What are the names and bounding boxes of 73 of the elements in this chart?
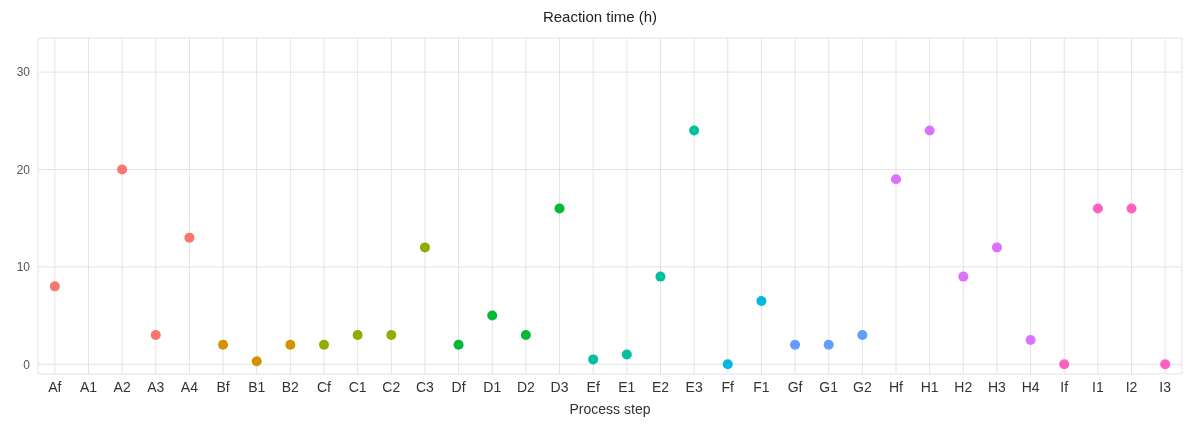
point bbox=[1092, 203, 1103, 214]
point bbox=[218, 339, 229, 350]
x-tick-label: G2 bbox=[853, 378, 872, 395]
x-tick-label: Hf bbox=[889, 378, 904, 395]
point bbox=[689, 125, 700, 136]
point bbox=[790, 339, 801, 350]
point bbox=[117, 164, 128, 175]
point bbox=[352, 330, 363, 341]
y-tick-label: 10 bbox=[16, 260, 31, 275]
x-tick-label: G1 bbox=[819, 378, 839, 395]
x-tick-label: C1 bbox=[348, 378, 367, 395]
point bbox=[1160, 359, 1171, 370]
x-tick-label: D1 bbox=[483, 378, 502, 395]
point bbox=[150, 330, 161, 341]
point bbox=[823, 339, 834, 350]
point bbox=[1126, 203, 1137, 214]
chart-title: Reaction time (h) bbox=[541, 8, 659, 27]
x-axis-title: Process step bbox=[569, 401, 651, 417]
point bbox=[554, 203, 565, 214]
point bbox=[1025, 334, 1036, 345]
point bbox=[756, 295, 767, 306]
y-tick-label: 30 bbox=[16, 65, 31, 80]
point bbox=[520, 330, 531, 341]
x-tick-label: Af bbox=[48, 378, 62, 395]
x-tick-label: I3 bbox=[1159, 378, 1172, 395]
x-tick-label: If bbox=[1060, 378, 1069, 395]
point bbox=[285, 339, 296, 350]
x-tick-label: H1 bbox=[920, 378, 939, 395]
x-tick-label: E1 bbox=[618, 378, 636, 395]
y-tick-label: 0 bbox=[23, 357, 31, 372]
point bbox=[655, 271, 666, 282]
y-tick-label: 20 bbox=[16, 162, 31, 177]
point bbox=[319, 339, 329, 350]
point bbox=[857, 330, 868, 341]
x-tick-label: A3 bbox=[147, 378, 165, 395]
point bbox=[991, 242, 1002, 253]
x-tick-label: H3 bbox=[987, 378, 1007, 395]
x-tick-label: Bf bbox=[216, 378, 230, 395]
point bbox=[49, 281, 60, 292]
point bbox=[722, 359, 733, 370]
x-tick-label: Cf bbox=[317, 378, 332, 395]
x-tick-label: H2 bbox=[954, 378, 973, 395]
x-tick-label: D3 bbox=[550, 378, 569, 395]
x-tick-label: H4 bbox=[1021, 378, 1040, 395]
point bbox=[487, 310, 498, 321]
point bbox=[891, 174, 901, 185]
x-tick-label: C3 bbox=[415, 378, 435, 395]
x-tick-label: I1 bbox=[1092, 378, 1104, 395]
x-tick-label: I2 bbox=[1125, 378, 1138, 395]
x-tick-label: Df bbox=[451, 378, 466, 395]
x-tick-label: B1 bbox=[248, 378, 266, 395]
point bbox=[419, 242, 430, 253]
point bbox=[1059, 359, 1070, 370]
x-tick-label: C2 bbox=[382, 378, 401, 395]
x-tick-label: Gf bbox=[787, 378, 803, 395]
point bbox=[924, 125, 935, 136]
point bbox=[958, 271, 969, 282]
x-tick-label: B2 bbox=[281, 378, 300, 395]
point bbox=[386, 330, 397, 341]
x-tick-label: E2 bbox=[651, 378, 670, 395]
point bbox=[251, 356, 262, 367]
point bbox=[588, 354, 599, 365]
point bbox=[621, 349, 632, 360]
x-tick-label: A4 bbox=[180, 378, 199, 395]
x-tick-label: Ff bbox=[721, 378, 735, 395]
x-tick-label: D2 bbox=[516, 378, 536, 395]
x-tick-label: F1 bbox=[753, 378, 770, 395]
x-tick-label: E3 bbox=[685, 378, 703, 395]
point bbox=[184, 232, 195, 243]
x-tick-label: Ef bbox=[586, 378, 600, 395]
x-tick-label: A1 bbox=[79, 378, 98, 395]
point bbox=[453, 339, 464, 350]
x-tick-label: A2 bbox=[113, 378, 131, 395]
